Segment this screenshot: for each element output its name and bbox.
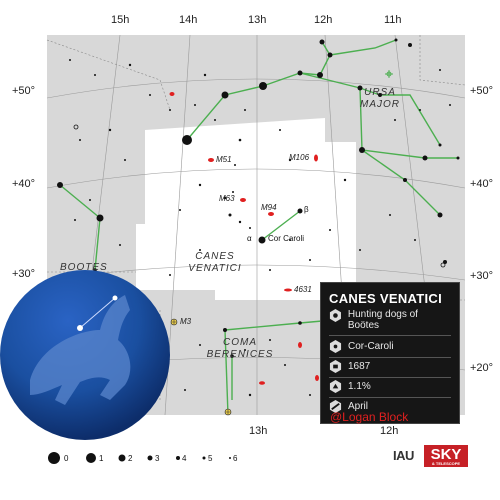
dec-label-right-20: +20° bbox=[470, 362, 494, 374]
magnitude-scale bbox=[48, 452, 231, 464]
mag-label-2: 2 bbox=[128, 454, 133, 463]
dec-label-right-30: +30° bbox=[470, 270, 494, 282]
mag-label-5: 5 bbox=[208, 454, 213, 463]
iau-logo: IAU bbox=[393, 448, 414, 463]
info-card-title: CANES VENATICI bbox=[329, 291, 443, 306]
year-text: 1687 bbox=[348, 361, 371, 372]
meaning-row: Hunting dogs of Boötes bbox=[329, 309, 451, 331]
year-row: 1687 bbox=[329, 360, 370, 373]
globular-clusters bbox=[170, 318, 232, 416]
ngc4631-label: 4631 bbox=[294, 285, 312, 294]
mag-label-1: 1 bbox=[99, 454, 104, 463]
brightest-star-row: Cor-Caroli bbox=[329, 340, 394, 353]
faint-stars bbox=[69, 59, 451, 397]
ra-label-11h: 11h bbox=[384, 14, 402, 26]
green-marker bbox=[385, 70, 393, 78]
globe-star-lines bbox=[79, 297, 116, 329]
credit-text: @Logan Block bbox=[330, 410, 409, 424]
divider bbox=[329, 397, 451, 398]
divider bbox=[329, 357, 451, 358]
sky-logo-text: SKY bbox=[430, 446, 462, 463]
dec-label-right-40: +40° bbox=[470, 178, 494, 190]
mag-label-0: 0 bbox=[64, 454, 69, 463]
divider bbox=[329, 335, 451, 336]
month-text: April bbox=[348, 401, 369, 412]
m51-label: M51 bbox=[216, 155, 232, 164]
brightest-star-text: Cor-Caroli bbox=[348, 341, 394, 352]
bootes-label: BOOTES bbox=[60, 262, 108, 273]
cor-caroli-label: Cor Caroli bbox=[268, 234, 305, 243]
calendar-icon bbox=[329, 360, 342, 373]
ra-label-bottom-13h: 13h bbox=[249, 425, 268, 437]
ra-label-13h: 13h bbox=[248, 14, 267, 26]
m106-label: M106 bbox=[289, 153, 310, 162]
info-card: CANES VENATICI Hunting dogs of Boötes Co… bbox=[320, 282, 460, 424]
dec-label-left-30: +30° bbox=[12, 268, 36, 280]
m63-label: M63 bbox=[219, 194, 235, 203]
sky-telescope-logo: SKY & TELESCOPE bbox=[424, 445, 468, 467]
dec-label-right-50: +50° bbox=[470, 85, 494, 97]
mag-label-6: 6 bbox=[233, 454, 238, 463]
ra-label-15h: 15h bbox=[111, 14, 130, 26]
coma-berenices-label: COMA BERENICES bbox=[206, 337, 274, 360]
hunting-dog-icon bbox=[329, 309, 341, 322]
mag-label-3: 3 bbox=[155, 454, 160, 463]
divider bbox=[329, 377, 451, 378]
month-row: April bbox=[329, 400, 368, 413]
ursa-major-label: URSA MAJOR bbox=[360, 87, 400, 110]
stars bbox=[57, 38, 460, 358]
ra-label-14h: 14h bbox=[179, 14, 198, 26]
m3-label: M3 bbox=[180, 317, 192, 326]
star-icon bbox=[329, 340, 342, 353]
sky-logo-subtext: & TELESCOPE bbox=[431, 461, 461, 466]
alpha-label: α bbox=[247, 234, 252, 243]
mag-label-4: 4 bbox=[182, 454, 187, 463]
meaning-text: Hunting dogs of Boötes bbox=[347, 309, 418, 331]
m94-label: M94 bbox=[261, 203, 277, 212]
telescope-icon bbox=[329, 400, 342, 413]
hunting-dog-figure bbox=[30, 295, 131, 405]
dec-label-left-40: +40° bbox=[12, 178, 36, 190]
area-icon bbox=[329, 380, 342, 393]
canes-venatici-boundary bbox=[136, 118, 356, 300]
area-row: 1.1% bbox=[329, 380, 371, 393]
dec-label-left-50: +50° bbox=[12, 85, 36, 97]
deep-sky-objects bbox=[169, 92, 319, 385]
beta-label: β bbox=[304, 205, 309, 214]
ra-label-bottom-12h: 12h bbox=[380, 425, 399, 437]
canes-venatici-label: CANES VENATICI bbox=[188, 251, 242, 274]
area-text: 1.1% bbox=[348, 381, 371, 392]
ra-label-12h: 12h bbox=[314, 14, 333, 26]
